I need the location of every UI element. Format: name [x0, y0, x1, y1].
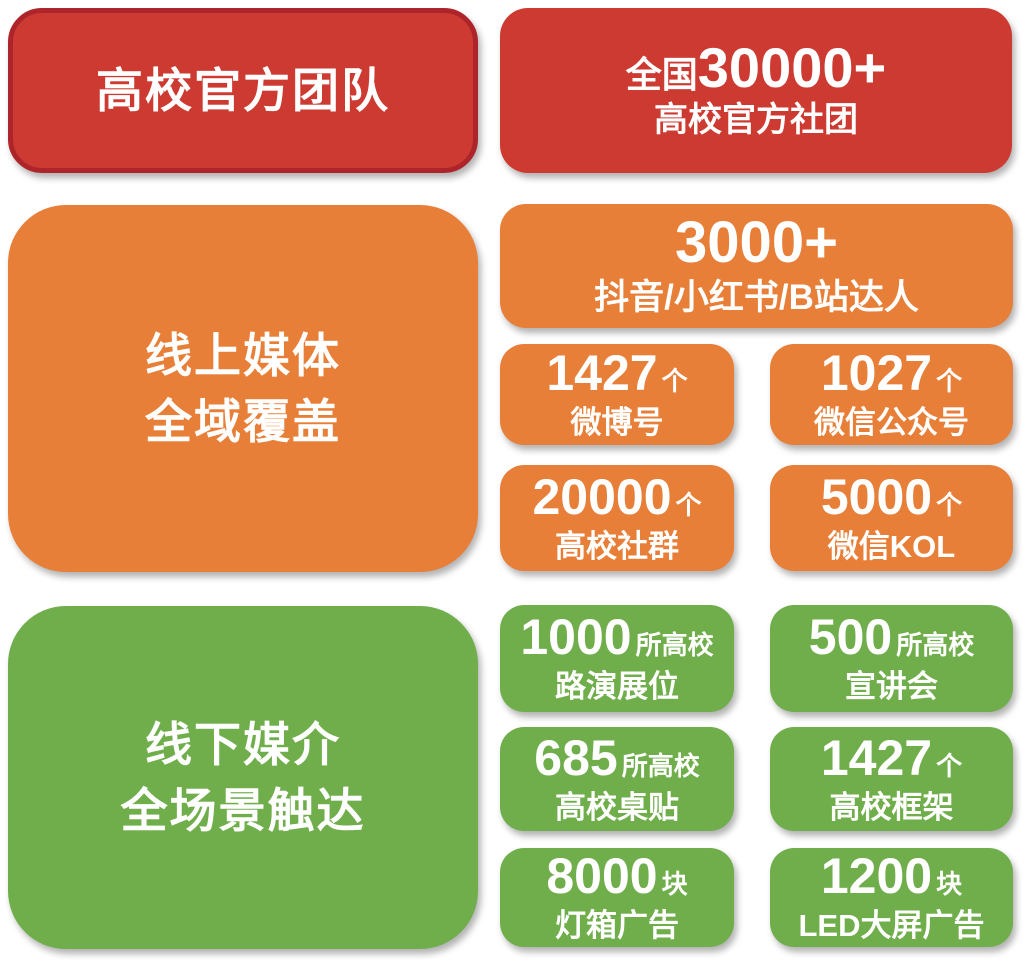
stat-card-university-communities: 20000 个 高校社群	[500, 465, 734, 571]
stat-number: 1427	[546, 345, 658, 402]
stat-number: 20000	[532, 468, 672, 525]
stat-number-row: 全国 30000+	[626, 40, 886, 96]
category-label: 高校官方团队	[96, 63, 390, 117]
stat-number-row: 8000 块	[546, 851, 687, 901]
stat-card-national-official-clubs: 全国 30000+ 高校官方社团	[500, 8, 1012, 173]
stat-card-campus-desk-stickers: 685 所高校 高校桌贴	[500, 727, 734, 831]
stat-card-roadshow-booths: 1000 所高校 路演展位	[500, 605, 734, 712]
stat-card-info-sessions: 500 所高校 宣讲会	[770, 605, 1013, 712]
stat-number: 30000+	[697, 36, 887, 100]
category-label-line1: 线下媒介	[145, 717, 341, 771]
stat-number: 1027	[820, 345, 933, 402]
stat-number-row: 1427 个	[546, 348, 687, 398]
stat-unit: 个	[936, 366, 963, 397]
stat-unit: 个	[936, 489, 963, 520]
stat-number: 1427	[820, 729, 933, 786]
stat-number-row: 685 所高校	[534, 733, 699, 783]
stat-prefix: 全国	[625, 54, 698, 96]
stat-card-campus-frames: 1427 个 高校框架	[770, 727, 1013, 831]
stat-unit: 个	[661, 366, 688, 397]
stat-unit: 块	[661, 869, 688, 900]
category-label-line2: 全域覆盖	[145, 394, 341, 448]
stat-unit: 个	[675, 489, 702, 520]
category-card-online-media: 线上媒体 全域覆盖	[8, 205, 478, 572]
stat-card-led-screen-ads: 1200 块 LED大屏广告	[770, 848, 1013, 947]
stat-number: 8000	[546, 848, 658, 905]
stat-caption: 路演展位	[555, 669, 679, 705]
category-card-offline-media: 线下媒介 全场景触达	[8, 606, 478, 949]
stat-card-wechat-official-accounts: 1027 个 微信公众号	[770, 344, 1013, 445]
stat-caption: 高校社群	[555, 528, 679, 564]
stat-number: 5000	[820, 468, 933, 525]
category-label: 线上媒体 全域覆盖	[145, 323, 341, 455]
stat-number-row: 1200 块	[821, 851, 962, 901]
stat-number: 1000	[520, 609, 632, 666]
stat-number: 500	[808, 609, 893, 666]
stat-number-row: 5000 个	[821, 472, 962, 522]
stat-unit: 所高校	[621, 750, 700, 781]
stat-number-row: 1427 个	[821, 733, 962, 783]
stat-caption: 微信公众号	[814, 405, 969, 441]
stat-number: 1200	[820, 848, 933, 905]
stat-number: 3000+	[675, 209, 838, 275]
stat-card-lightbox-ads: 8000 块 灯箱广告	[500, 848, 734, 947]
stat-card-wechat-kol: 5000 个 微信KOL	[770, 465, 1013, 571]
stat-caption: 宣讲会	[845, 669, 938, 705]
stat-caption: 高校桌贴	[555, 789, 679, 825]
category-label-line2: 全场景触达	[120, 783, 366, 837]
stat-unit: 所高校	[896, 630, 975, 661]
stat-number-row: 3000+	[675, 209, 838, 275]
stat-number-row: 500 所高校	[809, 612, 974, 662]
stat-unit: 块	[936, 869, 963, 900]
stat-unit: 所高校	[635, 630, 714, 661]
stat-caption: 微博号	[570, 405, 664, 441]
stat-card-douyin-xiaohongshu-bilibili-creators: 3000+ 抖音/小红书/B站达人	[500, 204, 1013, 328]
category-card-university-official-team: 高校官方团队	[8, 8, 478, 173]
stat-caption: 高校官方社团	[654, 101, 858, 140]
stat-caption: 抖音/小红书/B站达人	[594, 277, 919, 317]
category-label: 线下媒介 全场景触达	[121, 712, 366, 844]
stat-number: 685	[534, 729, 618, 786]
stat-caption: 微信KOL	[827, 528, 956, 564]
stat-unit: 个	[936, 750, 963, 781]
stat-card-weibo-accounts: 1427 个 微博号	[500, 344, 734, 445]
category-label-line1: 线上媒体	[145, 328, 341, 382]
stat-number-row: 1027 个	[821, 348, 962, 398]
stat-caption: LED大屏广告	[798, 908, 985, 944]
stat-number-row: 1000 所高校	[520, 612, 713, 662]
stat-number-row: 20000 个	[532, 472, 701, 522]
stat-caption: 灯箱广告	[555, 908, 679, 944]
stat-caption: 高校框架	[829, 789, 954, 825]
